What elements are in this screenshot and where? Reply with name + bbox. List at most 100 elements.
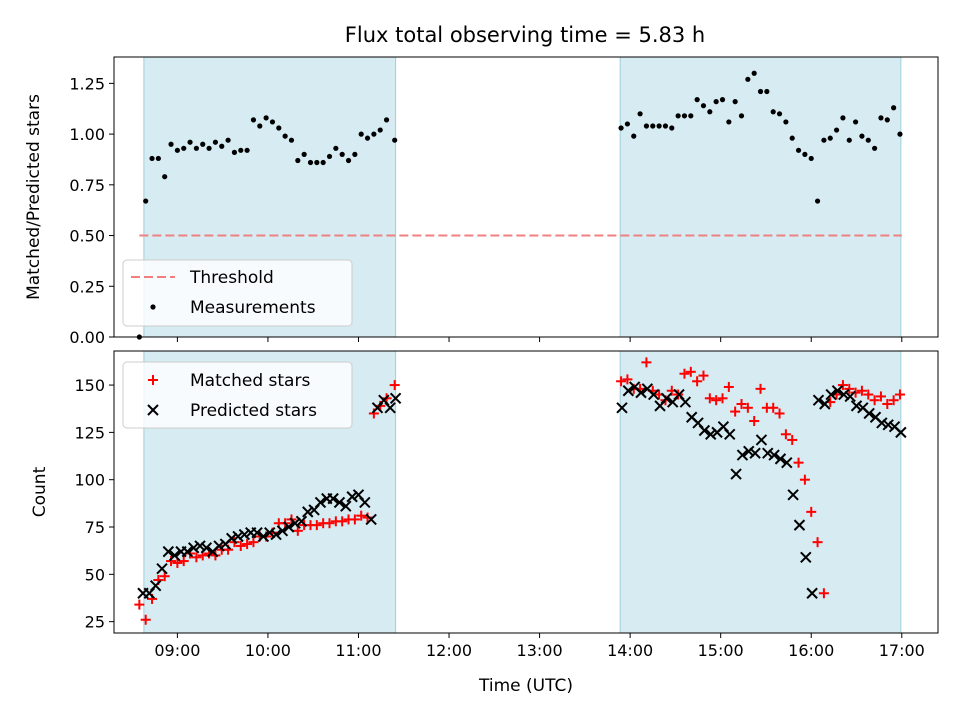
matched-star-marker: [768, 402, 779, 413]
predicted-star-marker: [213, 540, 225, 552]
predicted-star-marker: [831, 385, 844, 397]
measurement-point: [174, 147, 180, 153]
matched-star-marker: [882, 398, 893, 409]
measurement-point: [618, 125, 624, 131]
measurement-point: [257, 123, 263, 129]
measurement-point: [244, 147, 250, 153]
measurement-point: [339, 151, 345, 157]
predicted-star-marker: [781, 456, 793, 469]
predicted-star-marker: [787, 489, 799, 501]
matched-star-marker: [362, 512, 373, 523]
measurement-point: [669, 125, 675, 131]
x-tick-label: 10:00: [245, 641, 291, 660]
measurement-point: [345, 157, 352, 164]
measurement-point: [789, 135, 795, 141]
x-tick-label: 13:00: [517, 641, 563, 660]
matched-star-marker: [888, 395, 899, 406]
predicted-star-marker: [226, 532, 238, 545]
measurement-point: [631, 133, 637, 139]
predicted-star-marker: [264, 526, 276, 539]
measurement-point: [745, 76, 751, 82]
measurement-point: [624, 121, 631, 127]
measurement-point: [675, 113, 681, 119]
legend-predicted-swatch: [147, 404, 159, 416]
predicted-star-marker: [251, 526, 263, 539]
bottom-axes-frame: [113, 350, 939, 634]
matched-star-marker: [812, 537, 823, 548]
measurement-point: [757, 88, 764, 95]
matched-star-marker: [793, 457, 804, 468]
measurement-point: [764, 88, 770, 95]
matched-star-marker: [242, 539, 253, 550]
measurement-point: [326, 153, 333, 160]
top-y-axis-label: Matched/Predicted stars: [24, 94, 44, 300]
measurement-point: [821, 137, 827, 143]
measurement-point: [155, 155, 161, 162]
legend-matched-label: Matched stars: [190, 371, 310, 391]
predicted-star-marker: [705, 428, 717, 440]
measurement-point: [707, 109, 713, 115]
x-tick-label: 11:00: [335, 641, 381, 660]
measurement-point: [231, 149, 238, 155]
measurement-point: [713, 99, 719, 105]
y-tick-label: 1.25: [69, 74, 105, 93]
shaded-interval: [619, 56, 902, 338]
measurement-point: [814, 198, 821, 204]
x-tick-label: 16:00: [788, 641, 834, 660]
measurement-point: [314, 159, 320, 166]
predicted-star-marker: [314, 496, 327, 509]
matched-star-marker: [172, 557, 183, 568]
bottom-y-ticks: 25 50 75 100 125 150: [74, 376, 114, 632]
predicted-star-marker: [276, 525, 289, 537]
measurement-point: [352, 151, 358, 157]
predicted-star-marker: [295, 515, 308, 528]
matched-star-marker: [641, 357, 652, 368]
predicted-star-marker: [736, 449, 749, 461]
top-legend: Threshold Measurements: [122, 259, 353, 327]
measurement-point: [307, 159, 314, 166]
x-axis-label: Time (UTC): [478, 676, 573, 696]
predicted-star-marker: [762, 447, 774, 459]
predicted-star-marker: [774, 453, 787, 465]
bottom-x-ticks: 09:00 10:00 11:00 12:00 13:00 14:00 15:00 16:00…: [154, 633, 925, 660]
y-tick-label: 150: [74, 376, 105, 395]
matched-star-marker: [711, 395, 722, 406]
matched-star-marker: [844, 383, 855, 394]
matched-star-marker: [774, 408, 785, 419]
matched-star-marker: [178, 556, 189, 567]
y-tick-label: 25: [85, 613, 105, 632]
measurement-point: [143, 198, 149, 204]
matched-star-marker: [717, 393, 728, 404]
predicted-star-marker: [181, 545, 194, 558]
measurement-point: [732, 99, 738, 105]
top-x-ticks: [176, 337, 903, 342]
measurement-point: [751, 70, 757, 76]
predicted-star-marker: [365, 513, 377, 526]
predicted-star-marker: [698, 424, 711, 437]
measurement-point: [872, 145, 878, 151]
chart-title: Flux total observing time = 5.83 h: [345, 23, 705, 47]
matched-star-marker: [356, 510, 367, 521]
predicted-star-marker: [647, 388, 660, 401]
measurement-point: [738, 113, 745, 119]
predicted-star-marker: [819, 398, 831, 410]
predicted-star-marker: [812, 394, 825, 406]
top-axes-frame: [113, 56, 939, 338]
predicted-star-marker: [149, 579, 162, 592]
measurement-point: [168, 141, 174, 147]
predicted-star-marker: [806, 587, 818, 599]
legend-box: [122, 259, 353, 327]
matched-star-marker: [780, 429, 791, 440]
predicted-star-marker: [168, 549, 181, 562]
matched-star-marker: [140, 614, 151, 625]
measurement-point: [358, 131, 364, 137]
measurement-point: [662, 123, 669, 129]
matched-star-marker: [749, 416, 760, 427]
measurement-point: [263, 115, 269, 121]
measurement-point: [181, 145, 187, 151]
y-tick-label: 125: [74, 423, 105, 442]
predicted-star-marker: [389, 392, 402, 405]
measurement-point: [865, 137, 871, 143]
matched-star-marker: [742, 402, 753, 413]
measurement-point: [276, 125, 282, 131]
